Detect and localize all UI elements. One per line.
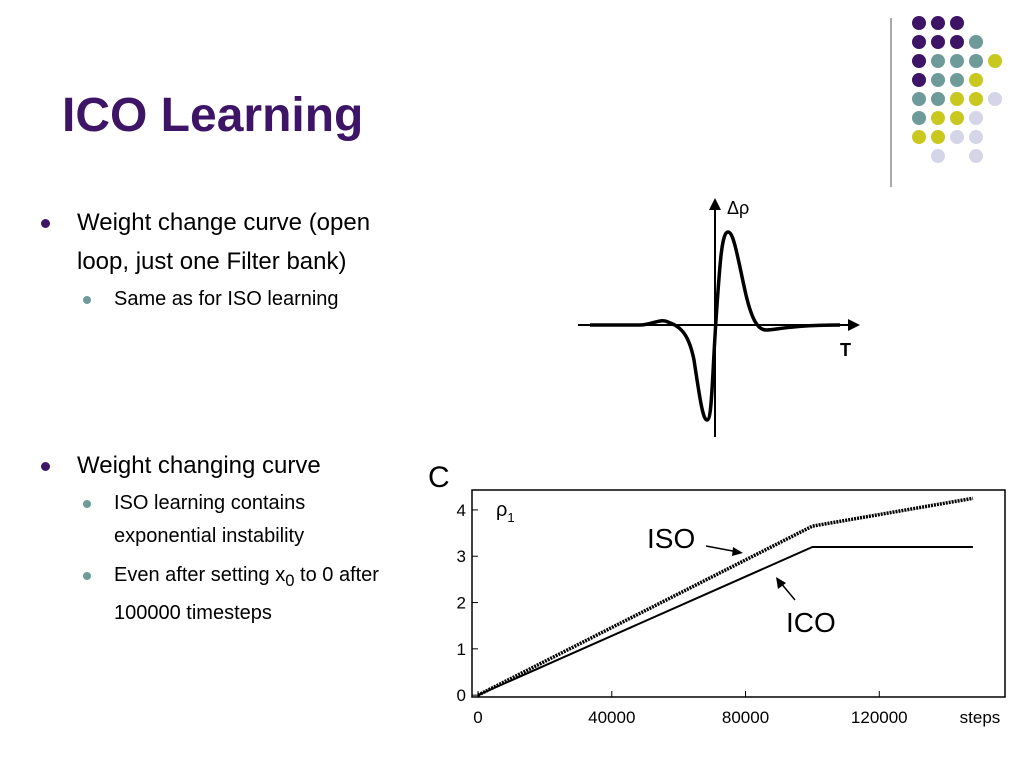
x-tick-label: 0: [473, 708, 482, 727]
dot: [969, 73, 983, 87]
plot-frame: [471, 489, 1006, 698]
y-tick-label: 4: [457, 501, 466, 520]
dot: [912, 16, 926, 30]
slide-title: ICO Learning: [62, 89, 364, 142]
dot: [950, 35, 964, 49]
x-tick-label: 120000: [851, 708, 908, 727]
dot: [912, 54, 926, 68]
series-line: [477, 496, 974, 697]
y-axis-label: Δρ: [727, 198, 749, 218]
arrowhead: [732, 547, 743, 556]
text-run: ISO learning contains exponential instab…: [114, 492, 306, 547]
decorative-dots: [912, 16, 1002, 163]
dot: [912, 92, 926, 106]
dot: [931, 130, 945, 144]
text-run: to 0 after 100000 timesteps: [114, 564, 379, 624]
dot: [912, 111, 926, 125]
x-tick-label: 80000: [722, 708, 769, 727]
dot: [950, 16, 964, 30]
y-tick-label: 3: [457, 547, 466, 566]
dot: [969, 111, 983, 125]
bullet: Weight changing curve: [41, 446, 397, 485]
dot: [912, 130, 926, 144]
dot: [969, 54, 983, 68]
x-tick-label: 40000: [588, 708, 635, 727]
dot: [969, 92, 983, 106]
dot: [950, 92, 964, 106]
dot: [931, 92, 945, 106]
dot: [969, 130, 983, 144]
bullet-group: Weight changing curve ISO learning contai…: [41, 446, 409, 630]
y-label-sub: 1: [507, 510, 514, 525]
arrowhead: [776, 577, 786, 589]
weight-curve: [590, 230, 841, 422]
dot: [931, 54, 945, 68]
dot: [931, 16, 945, 30]
x-axis-label: T: [840, 340, 851, 360]
dot: [969, 149, 983, 163]
dot: [950, 73, 964, 87]
dot: [912, 73, 926, 87]
y-axis-label: ρ1: [496, 499, 515, 525]
dot: [931, 35, 945, 49]
dot: [988, 92, 1002, 106]
sub-bullet: Same as for ISO learning: [83, 283, 409, 316]
dot: [988, 54, 1002, 68]
iso-annotation: ISO: [647, 523, 695, 554]
dot: [969, 35, 983, 49]
dot: [950, 130, 964, 144]
dot: [931, 111, 945, 125]
dot: [931, 149, 945, 163]
bullet: Weight change curve (open loop, just one…: [41, 203, 397, 281]
dot: [912, 35, 926, 49]
y-tick-label: 0: [457, 686, 466, 705]
sub-bullet: Even after setting x0 to 0 after 100000 …: [83, 559, 409, 630]
panel-label: C: [428, 461, 450, 494]
y-tick-label: 1: [457, 640, 466, 659]
bullet-group: Weight change curve (open loop, just one…: [41, 203, 409, 316]
weight-change-figure: Δρ T: [578, 198, 860, 437]
sub-bullet: ISO learning contains exponential instab…: [83, 487, 409, 553]
y-arrow: [709, 198, 721, 210]
text-run: Same as for ISO learning: [114, 288, 339, 310]
dot: [931, 73, 945, 87]
text-run: Even after setting x: [114, 564, 286, 586]
dot: [950, 111, 964, 125]
series-line: [477, 545, 973, 697]
y-label-main: ρ: [496, 499, 507, 521]
dot: [950, 54, 964, 68]
x-axis-label: steps: [960, 708, 1001, 727]
subscript: 0: [285, 571, 295, 590]
y-tick-label: 2: [457, 594, 466, 613]
ico-annotation: ICO: [786, 607, 836, 638]
x-arrow: [848, 319, 860, 331]
